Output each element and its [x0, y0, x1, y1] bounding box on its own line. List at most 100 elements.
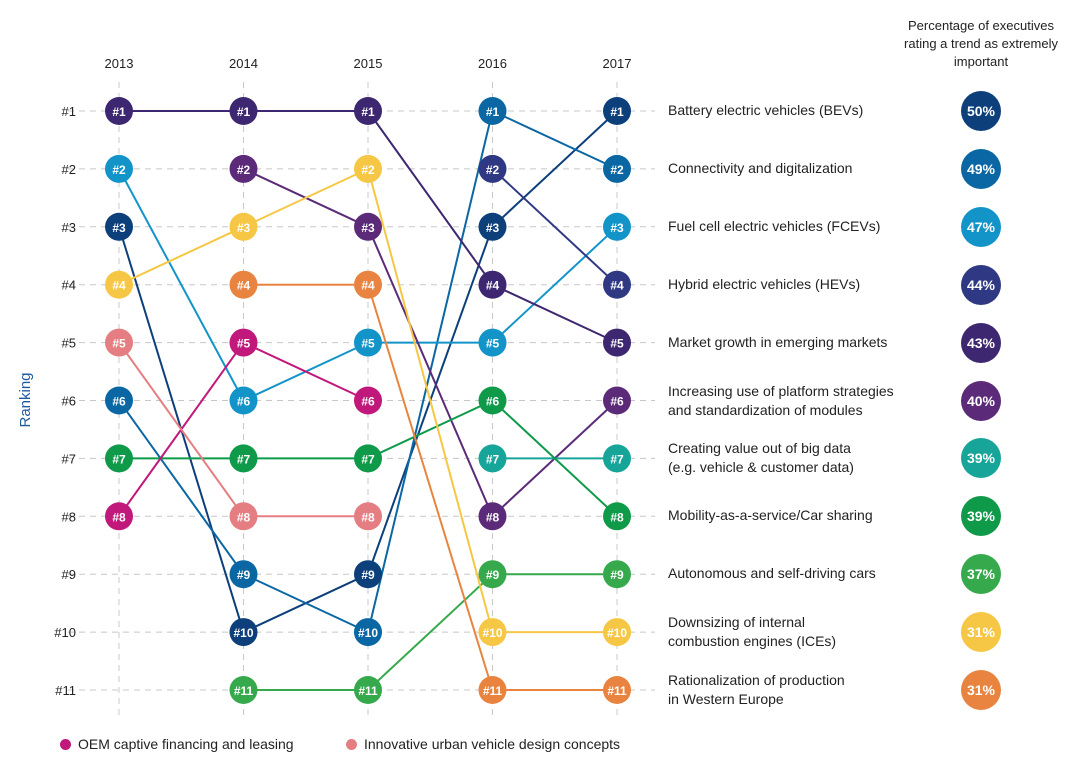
rank-node: #6	[478, 386, 507, 415]
rank-node: #10	[478, 618, 507, 647]
rank-node-label: #4	[361, 279, 375, 293]
trend-label: Increasing use of platform strategies an…	[668, 382, 894, 418]
legend-item-urban-design: Innovative urban vehicle design concepts	[346, 736, 620, 752]
rank-node-circle	[105, 386, 133, 415]
rank-node-circle	[354, 676, 382, 704]
rank-node-circle	[229, 502, 258, 531]
rank-node-circle	[603, 676, 631, 704]
rank-node-label: #8	[610, 510, 624, 524]
trend-label: Market growth in emerging markets	[668, 333, 888, 350]
rank-node: #5	[105, 328, 133, 357]
percentage-badge: 37%	[961, 554, 1001, 595]
rank-node: #6	[603, 386, 631, 415]
series-line-segment	[118, 225, 244, 286]
rank-node-circle	[478, 560, 507, 589]
series-line-segment	[491, 110, 618, 228]
rank-node-circle	[105, 502, 133, 531]
rank-node: #1	[603, 97, 631, 125]
trend-label: Connectivity and digitalization	[668, 159, 853, 176]
rank-node-label: #10	[607, 626, 627, 640]
rank-node-label: #10	[482, 626, 502, 640]
rank-node: #4	[105, 270, 133, 299]
rank-node-circle	[478, 618, 507, 647]
rank-node-label: #10	[358, 626, 378, 640]
rank-node-circle	[603, 560, 631, 589]
rank-node: #2	[478, 154, 507, 183]
rank-node-label: #6	[237, 395, 251, 409]
rank-node-label: #6	[486, 395, 500, 409]
percentage-badge: 50%	[961, 91, 1001, 131]
x-tick-label: 2016	[478, 56, 507, 71]
rank-node: #11	[354, 676, 382, 704]
rank-node: #1	[354, 97, 382, 125]
legend-dot	[346, 738, 357, 750]
rank-node: #11	[229, 676, 258, 704]
rank-node-circle	[478, 212, 507, 241]
rank-node-label: #8	[237, 510, 251, 524]
rank-node-circle	[354, 212, 382, 241]
rank-node-circle	[229, 328, 258, 357]
rank-node-circle	[478, 444, 507, 473]
rank-node-label: #7	[112, 452, 126, 466]
rank-node-label: #11	[234, 684, 254, 698]
rank-node-circle	[354, 270, 382, 299]
rank-node-label: #6	[361, 395, 375, 409]
series-line-segment	[118, 399, 245, 575]
trend-label: Autonomous and self-driving cars	[668, 565, 876, 582]
legend-item-oem-financing: OEM captive financing and leasing	[60, 736, 294, 752]
rank-node: #7	[229, 444, 258, 473]
rank-node: #3	[478, 212, 507, 241]
rank-node-label: #11	[607, 684, 627, 698]
rank-node-circle	[229, 386, 258, 415]
rank-node: #5	[478, 328, 507, 357]
rank-node: #9	[603, 560, 631, 589]
percentage-badge: 31%	[961, 612, 1001, 653]
rank-node-label: #9	[361, 568, 375, 582]
rank-node-circle	[229, 97, 258, 125]
series-line-segment	[243, 573, 369, 634]
rank-node: #3	[354, 212, 382, 241]
rank-node-circle	[229, 560, 258, 589]
rank-node-label: #11	[358, 684, 378, 698]
rank-node-circle	[105, 212, 133, 241]
rank-node-label: #3	[112, 221, 126, 235]
legend-label: Innovative urban vehicle design concepts	[364, 736, 621, 752]
y-tick-label: #5	[62, 336, 76, 351]
rank-node-label: #3	[237, 221, 251, 235]
rank-node-label: #5	[112, 337, 126, 351]
series-line-segment	[367, 226, 494, 517]
rank-node-circle	[105, 97, 133, 125]
percentage-badge: 31%	[961, 670, 1001, 710]
y-tick-label: #4	[62, 278, 76, 293]
rank-node: #6	[354, 386, 382, 415]
rank-node: #9	[229, 560, 258, 589]
percentage-badge: 40%	[961, 380, 1001, 421]
rank-node-label: #2	[237, 163, 251, 177]
series-lines	[118, 110, 618, 691]
rank-node-circle	[478, 676, 507, 704]
rank-node: #6	[105, 386, 133, 415]
percentage-badge: 47%	[961, 206, 1001, 247]
rank-node: #2	[105, 154, 133, 183]
rank-node: #3	[603, 212, 631, 241]
axes: 2013 2014 2015 2016 2017 #1 #2 #3 #4 #5 #6 #7 #8 #9 #1…	[54, 56, 631, 698]
rank-node-label: #11	[483, 684, 503, 698]
trend-label: Rationalization of production in Western…	[668, 672, 845, 707]
series-line-segment	[367, 110, 494, 286]
series-line-segment	[367, 168, 494, 633]
rank-node: #8	[229, 502, 258, 531]
rank-node: #2	[229, 154, 258, 183]
rank-node-circle	[354, 328, 382, 357]
rank-node: #4	[603, 270, 631, 299]
rank-node: #4	[478, 270, 507, 299]
percentage-badge: 49%	[961, 148, 1001, 189]
rank-node-label: #3	[361, 221, 375, 235]
rank-node: #2	[354, 154, 382, 183]
trend-label: Mobility-as-a-service/Car sharing	[668, 507, 873, 524]
rank-node-circle	[354, 618, 382, 647]
rank-node-circle	[603, 270, 631, 299]
trend-label: Hybrid electric vehicles (HEVs)	[668, 275, 861, 292]
trend-label: Creating value out of big data (e.g. veh…	[668, 440, 854, 476]
y-tick-label: #3	[62, 220, 76, 235]
